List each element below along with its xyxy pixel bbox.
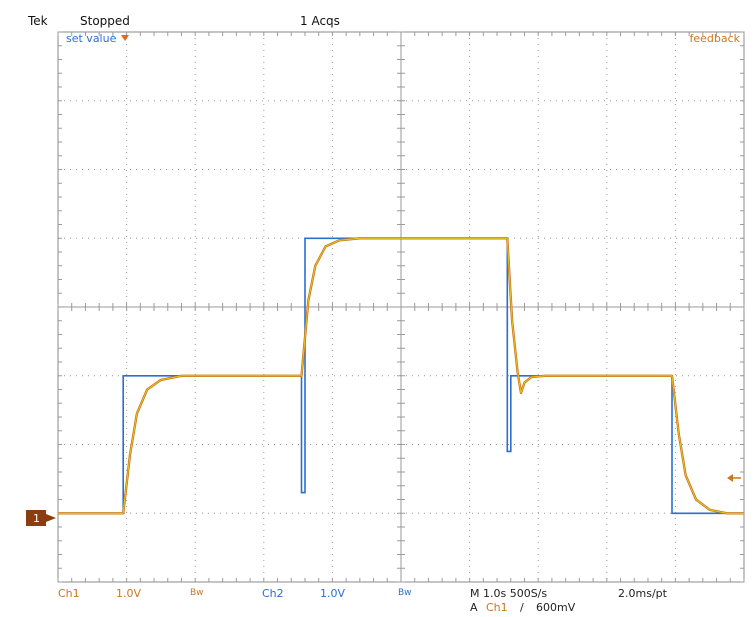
graticule xyxy=(57,31,745,583)
waveform-layer xyxy=(58,237,744,515)
acquisition-count: 1 Acqs xyxy=(300,14,340,28)
set-value-label: set value xyxy=(66,32,117,45)
trigger-level-arrow-icon xyxy=(727,474,741,482)
trigger-position-marker xyxy=(121,35,129,41)
acquisition-status: Stopped xyxy=(80,14,130,28)
ch2-scale: 1.0V xyxy=(320,587,345,600)
record-rate-readout: 2.0ms/pt xyxy=(618,587,668,600)
ch1-bandwidth: Bw xyxy=(190,588,204,598)
trigger-source: Ch1 xyxy=(486,601,508,614)
brand-label: Tek xyxy=(27,14,48,28)
ch2-bandwidth: Bw xyxy=(398,588,412,598)
ch1-scale: 1.0V xyxy=(116,587,141,600)
feedback-label: feedback xyxy=(689,32,740,45)
ch2-name: Ch2 xyxy=(262,587,284,600)
trigger-slope-icon: / xyxy=(520,601,524,614)
trigger-level-readout: 600mV xyxy=(536,601,576,614)
ch1-name: Ch1 xyxy=(58,587,80,600)
trigger-prefix: A xyxy=(470,601,478,614)
series-line-feedback-core xyxy=(58,237,744,514)
ch1-ground-marker: 1 xyxy=(26,510,56,526)
timebase-readout: M 1.0s 500S/s xyxy=(470,587,547,600)
ch1-marker-label: 1 xyxy=(33,512,40,525)
